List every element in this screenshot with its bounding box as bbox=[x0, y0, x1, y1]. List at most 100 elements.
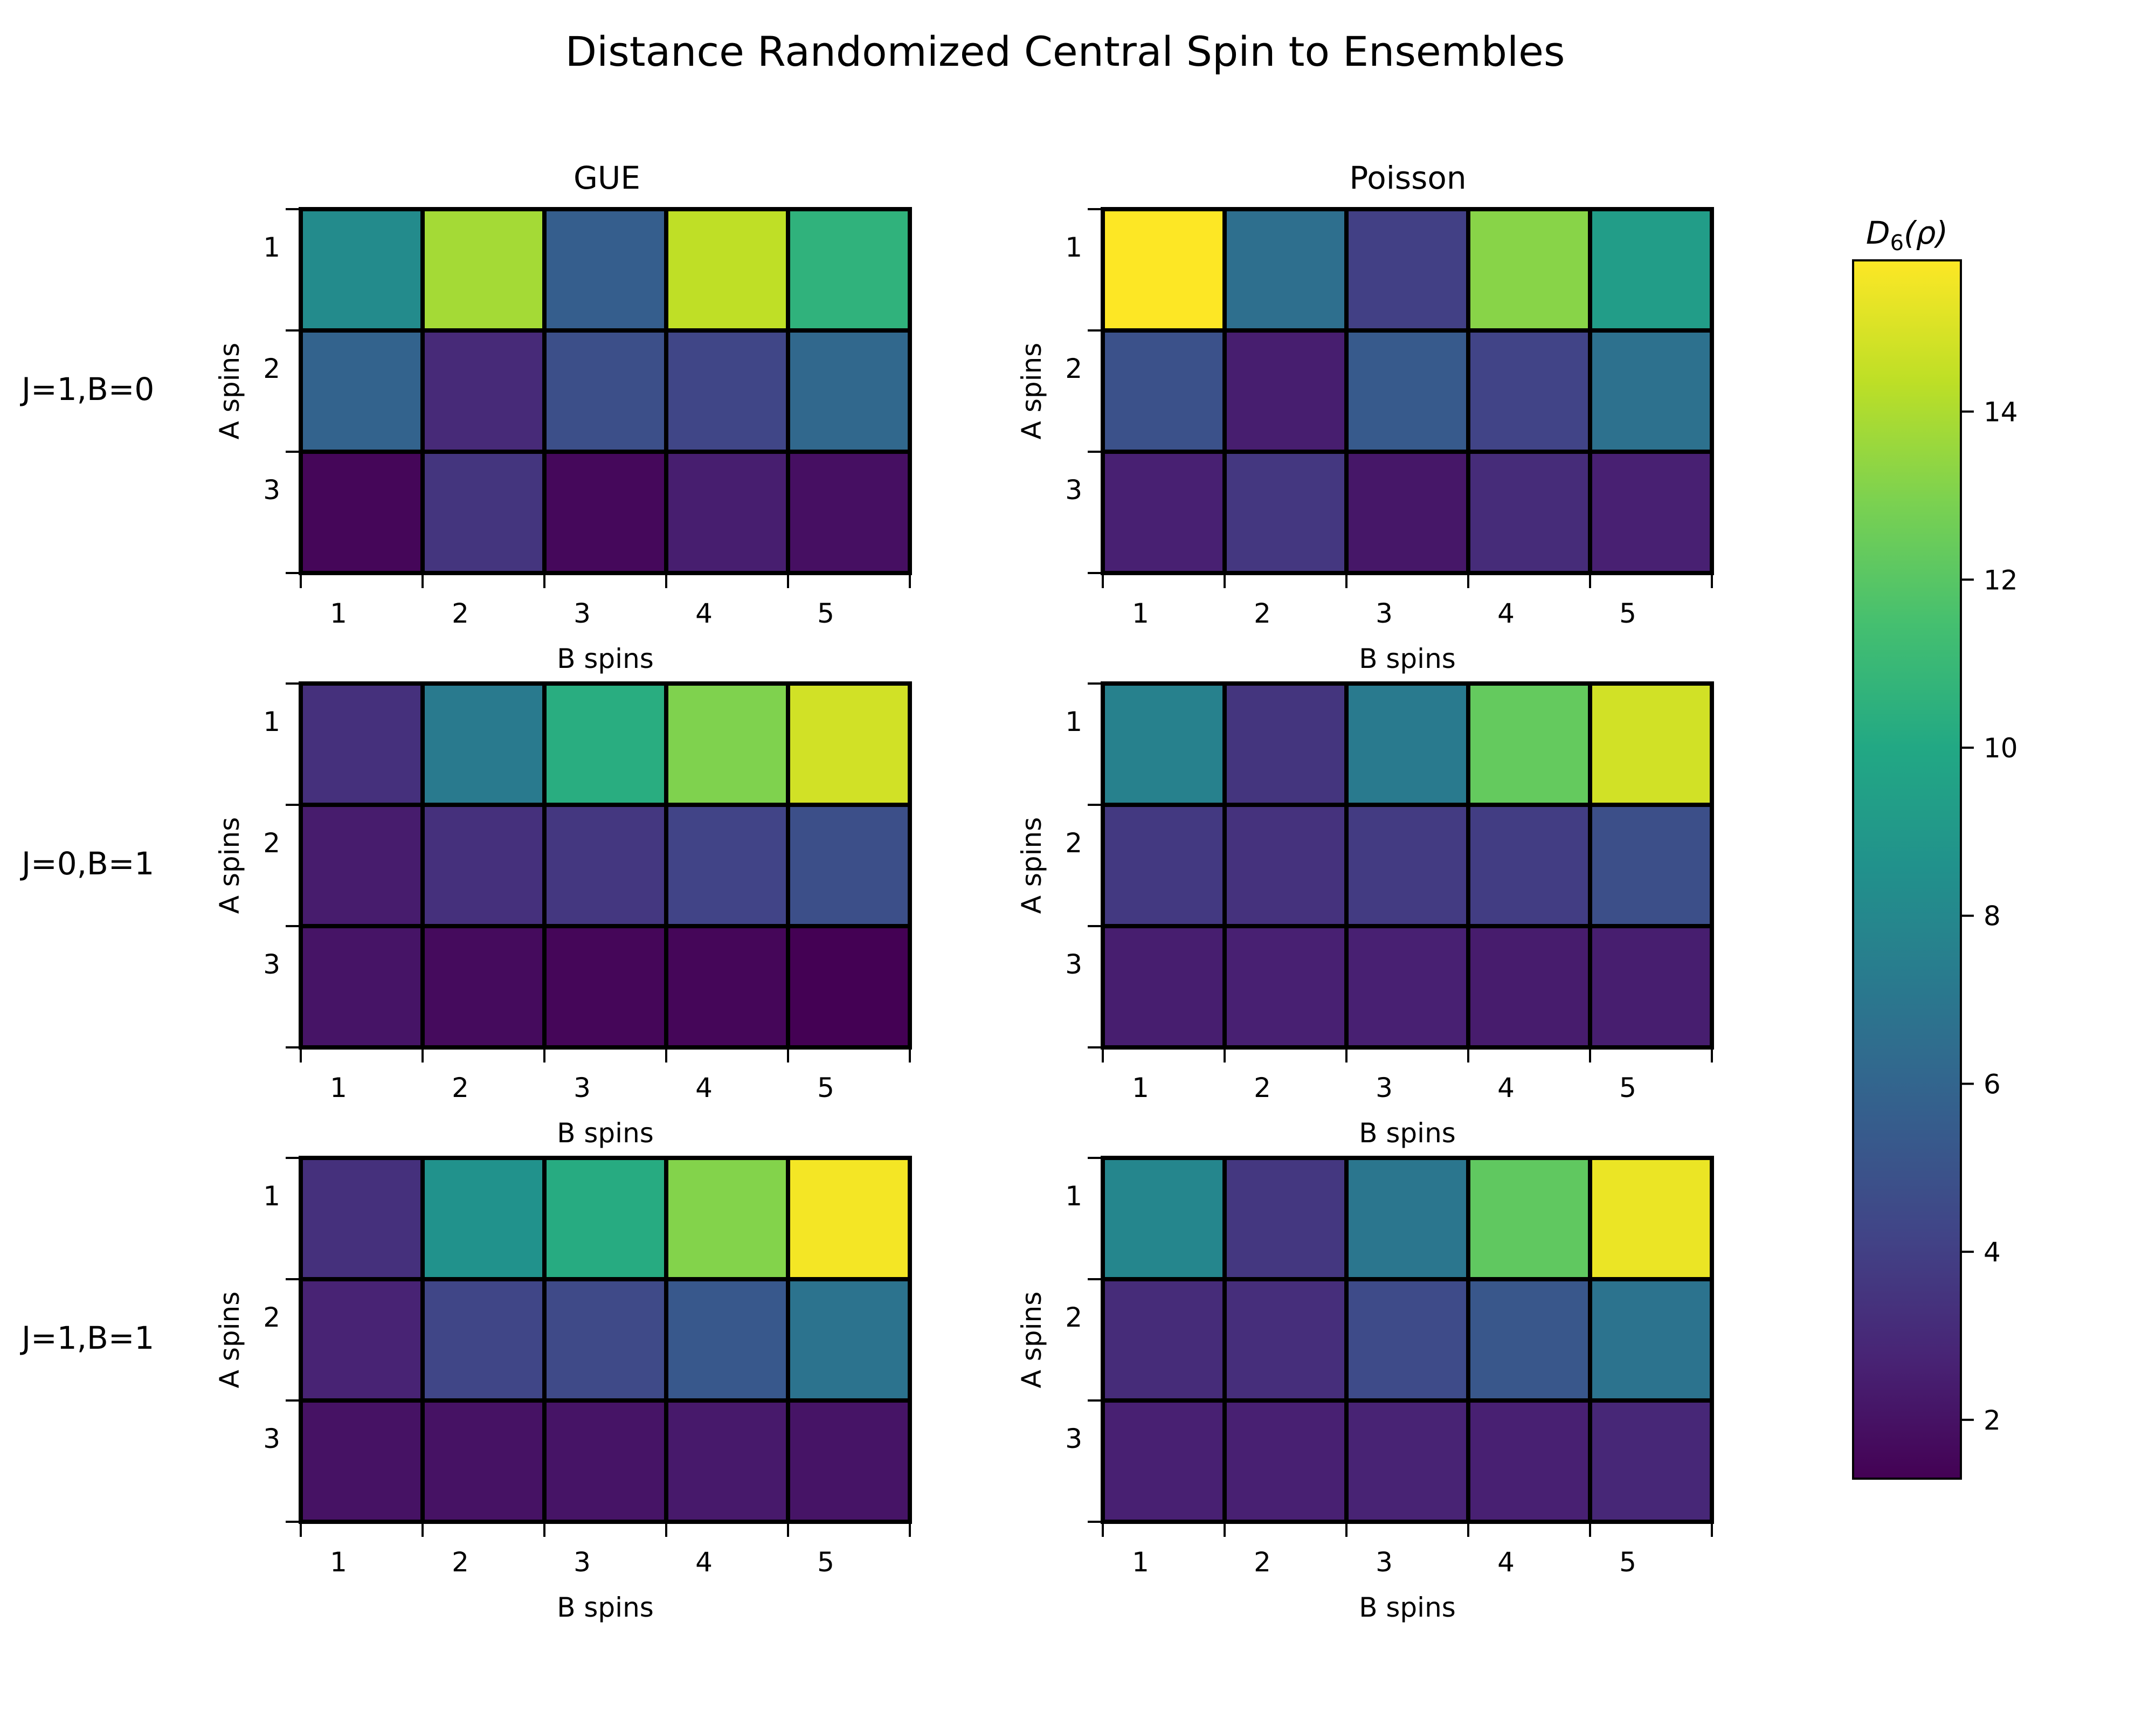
column-title-gue: GUE bbox=[573, 160, 640, 196]
colorbar: D6(ρ) 2 4 6 8 10 12 14 bbox=[1852, 215, 2018, 1480]
colorbar-tick-label: 6 bbox=[1984, 1068, 2001, 1100]
x-tick-label: 1 bbox=[330, 1547, 347, 1578]
heatmap-cell bbox=[299, 803, 425, 928]
x-tick-label: 4 bbox=[1497, 598, 1515, 629]
y-tick-label: 3 bbox=[1065, 474, 1082, 506]
heatmap-cell bbox=[1222, 803, 1349, 928]
heatmap-cell bbox=[1344, 450, 1470, 575]
y-axis-label: A spins bbox=[1016, 817, 1047, 914]
heatmap-cell bbox=[664, 1277, 790, 1403]
y-tick-label: 2 bbox=[263, 827, 280, 859]
heatmap-cell bbox=[1588, 681, 1714, 807]
heatmap-cell bbox=[1101, 924, 1227, 1050]
heatmap-cell bbox=[664, 924, 790, 1050]
heatmap-cell bbox=[1222, 681, 1349, 807]
x-tick-label: 5 bbox=[1619, 1547, 1636, 1578]
heatmap-cell bbox=[542, 207, 668, 333]
y-tick-label: 1 bbox=[263, 706, 280, 737]
heatmap-cell bbox=[1101, 450, 1227, 575]
heatmap-cell bbox=[1588, 207, 1714, 333]
heatmap-panel: 1 2 3 4 5 1 2 3 B spins A spins bbox=[1016, 207, 1714, 674]
y-tick-label: 2 bbox=[263, 353, 280, 384]
heatmap-cell bbox=[299, 1156, 425, 1281]
heatmap-cell bbox=[664, 681, 790, 807]
heatmap-cell bbox=[420, 450, 547, 575]
x-tick-label: 3 bbox=[573, 598, 591, 629]
y-tick-label: 1 bbox=[263, 232, 280, 263]
heatmap-cell bbox=[1588, 803, 1714, 928]
x-tick-label: 5 bbox=[817, 598, 834, 629]
heatmap-cell bbox=[1101, 1277, 1227, 1403]
heatmap-cell bbox=[1222, 1277, 1349, 1403]
heatmap-cell bbox=[664, 803, 790, 928]
heatmap-cell bbox=[1588, 924, 1714, 1050]
row-label-j0b1: J=0,B=1 bbox=[20, 845, 154, 882]
x-tick-label: 1 bbox=[1132, 1547, 1149, 1578]
heatmap-panel: 1 2 3 4 5 1 2 3 B spins A spins bbox=[214, 207, 912, 674]
y-tick-label: 3 bbox=[1065, 949, 1082, 980]
heatmap-cell bbox=[664, 1156, 790, 1281]
colorbar-ticks: 2 4 6 8 10 12 14 bbox=[1961, 397, 2018, 1436]
heatmap-cell bbox=[542, 681, 668, 807]
heatmap-cell bbox=[420, 1398, 547, 1524]
heatmap-cell bbox=[664, 1398, 790, 1524]
heatmap-cell bbox=[786, 1277, 912, 1403]
heatmap-cell bbox=[786, 924, 912, 1050]
x-tick-label: 5 bbox=[817, 1547, 834, 1578]
y-axis-label: A spins bbox=[1016, 1292, 1047, 1389]
colorbar-label: D6(ρ) bbox=[1866, 215, 1948, 256]
x-tick-label: 2 bbox=[1254, 1547, 1271, 1578]
heatmap-cell bbox=[1588, 1398, 1714, 1524]
heatmap-cell bbox=[542, 1156, 668, 1281]
heatmap-cell bbox=[786, 328, 912, 454]
heatmap-cell bbox=[542, 450, 668, 575]
heatmap-cell bbox=[786, 1398, 912, 1524]
heatmap-panel: 1 2 3 4 5 1 2 3 B spins A spins bbox=[1016, 1156, 1714, 1623]
heatmap-cell bbox=[1466, 328, 1592, 454]
x-tick-label: 3 bbox=[1376, 598, 1393, 629]
y-tick-label: 1 bbox=[1065, 232, 1082, 263]
heatmap-cell bbox=[1222, 450, 1349, 575]
y-tick-label: 3 bbox=[263, 474, 280, 506]
y-tick-label: 2 bbox=[1065, 827, 1082, 859]
y-tick-label: 2 bbox=[1065, 1302, 1082, 1333]
x-tick-label: 2 bbox=[452, 598, 469, 629]
heatmap-cell bbox=[1222, 924, 1349, 1050]
heatmap-cell bbox=[299, 328, 425, 454]
heatmap-cell bbox=[1101, 681, 1227, 807]
heatmap-cell bbox=[786, 207, 912, 333]
x-tick-label: 3 bbox=[1376, 1547, 1393, 1578]
heatmap-panel: 1 2 3 4 5 1 2 3 B spins A spins bbox=[1016, 681, 1714, 1149]
x-tick-label: 2 bbox=[1254, 1072, 1271, 1103]
x-tick-label: 3 bbox=[573, 1547, 591, 1578]
x-axis-label: B spins bbox=[557, 1117, 654, 1149]
x-axis-label: B spins bbox=[1359, 643, 1456, 674]
heatmap-cell bbox=[1466, 924, 1592, 1050]
heatmap-cell bbox=[786, 1156, 912, 1281]
x-axis-label: B spins bbox=[1359, 1117, 1456, 1149]
heatmap-cell bbox=[664, 450, 790, 575]
column-title-poisson: Poisson bbox=[1349, 160, 1466, 196]
heatmap-cell bbox=[1222, 1398, 1349, 1524]
x-tick-label: 5 bbox=[1619, 598, 1636, 629]
colorbar-tick-label: 14 bbox=[1984, 397, 2018, 428]
heatmap-cell bbox=[1344, 207, 1470, 333]
y-axis-label: A spins bbox=[1016, 343, 1047, 440]
heatmap-cell bbox=[1344, 681, 1470, 807]
heatmap-cell bbox=[1466, 1277, 1592, 1403]
chart-title: Distance Randomized Central Spin to Ense… bbox=[565, 27, 1565, 75]
y-axis-label: A spins bbox=[214, 1292, 245, 1389]
x-tick-label: 4 bbox=[695, 1072, 713, 1103]
heatmap-panel: 1 2 3 4 5 1 2 3 B spins A spins bbox=[214, 1156, 912, 1623]
y-tick-label: 3 bbox=[263, 1423, 280, 1454]
heatmap-cell bbox=[1101, 1156, 1227, 1281]
heatmap-cell bbox=[786, 450, 912, 575]
heatmap-cell bbox=[1588, 1156, 1714, 1281]
heatmap-cell bbox=[1588, 450, 1714, 575]
heatmap-cell bbox=[1222, 328, 1349, 454]
heatmap-cell bbox=[1344, 1398, 1470, 1524]
x-tick-label: 4 bbox=[1497, 1547, 1515, 1578]
y-tick-label: 2 bbox=[263, 1302, 280, 1333]
x-tick-label: 1 bbox=[330, 598, 347, 629]
y-tick-label: 1 bbox=[263, 1181, 280, 1212]
